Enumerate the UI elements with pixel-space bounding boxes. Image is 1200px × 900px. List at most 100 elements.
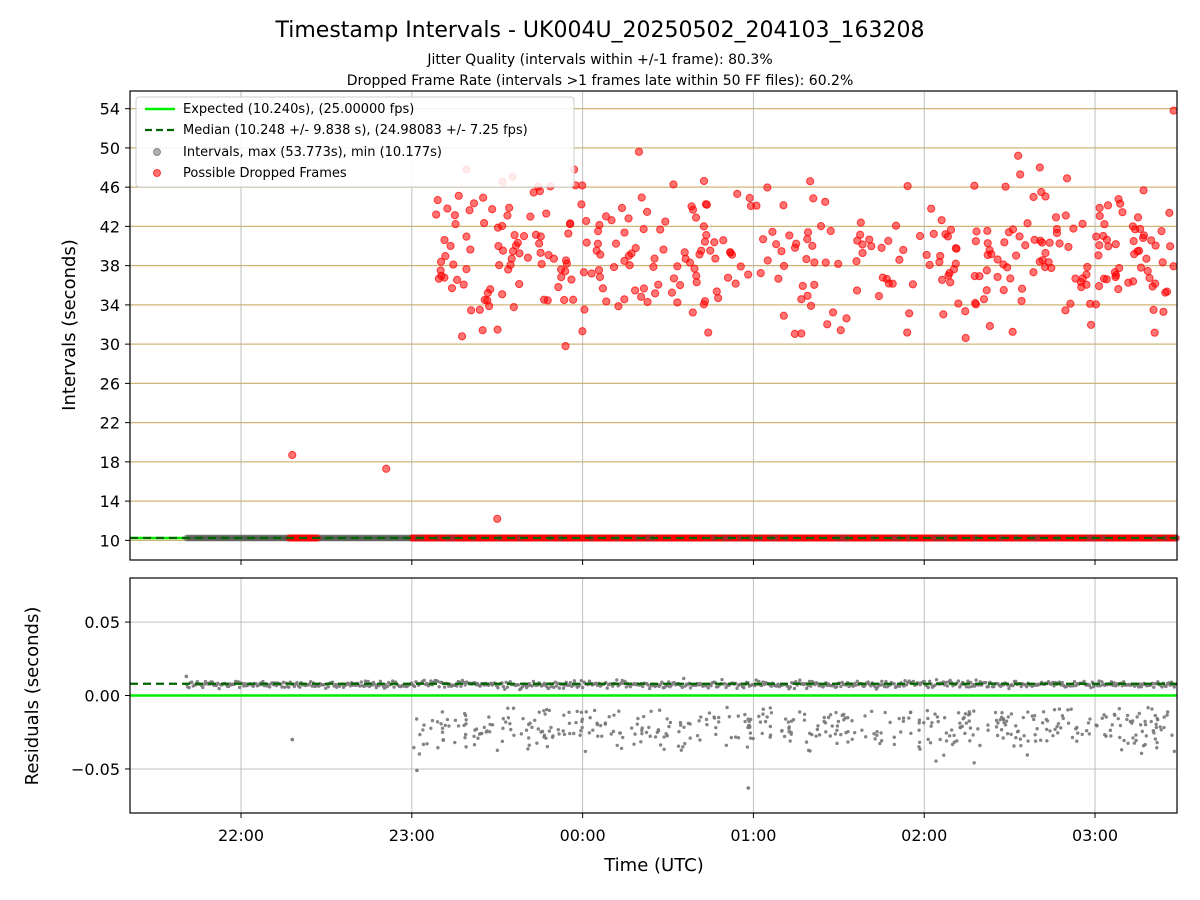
- x-tick-label: 01:00: [730, 826, 776, 845]
- residual-point: [1048, 729, 1052, 733]
- interval-point: [905, 535, 912, 542]
- interval-point: [1083, 534, 1091, 542]
- residual-point: [872, 732, 876, 736]
- interval-point: [1161, 534, 1169, 542]
- residual-point: [1071, 684, 1075, 688]
- dropped-frame-point: [1087, 534, 1095, 542]
- interval-point: [437, 534, 444, 542]
- dropped-frame-point: [1148, 282, 1157, 291]
- residual-point: [958, 725, 962, 730]
- dropped-frame-point: [1162, 287, 1172, 296]
- dropped-frame-point: [466, 306, 476, 315]
- residual-point: [592, 708, 597, 713]
- interval-point: [1086, 534, 1094, 542]
- dropped-frame-point: [637, 193, 646, 202]
- interval-point: [384, 534, 392, 542]
- dropped-frame-point: [1064, 242, 1073, 252]
- interval-point: [720, 534, 728, 542]
- residual-point: [686, 721, 691, 725]
- dropped-frame-point: [1017, 284, 1027, 293]
- dropped-frame-point: [836, 326, 845, 335]
- dropped-frame-point: [382, 464, 391, 473]
- interval-point: [761, 534, 769, 542]
- dropped-frame-point: [667, 288, 677, 297]
- residual-point: [1032, 717, 1036, 722]
- dropped-frame-point: [704, 328, 713, 337]
- residual-point: [680, 685, 685, 690]
- residual-point: [763, 719, 768, 724]
- dropped-frame-point: [651, 289, 660, 298]
- residual-point: [1082, 679, 1086, 684]
- dropped-frame-point: [446, 241, 455, 251]
- dropped-frame-point: [853, 236, 862, 245]
- residual-point: [561, 686, 566, 690]
- residual-point: [822, 719, 826, 724]
- dropped-frame-point: [650, 254, 659, 263]
- dropped-frame-point: [852, 534, 861, 542]
- residual-point: [1160, 685, 1164, 689]
- dropped-frame-point: [639, 224, 648, 234]
- interval-point: [1046, 534, 1054, 542]
- dropped-frame-point: [669, 180, 678, 189]
- residual-point: [1056, 731, 1060, 735]
- dropped-frame-point: [895, 255, 904, 264]
- interval-point: [800, 534, 808, 542]
- residual-point: [917, 721, 921, 725]
- dropped-frame-point: [827, 534, 835, 542]
- interval-point: [944, 534, 952, 542]
- interval-point: [1111, 534, 1119, 542]
- dropped-frame-point: [1166, 242, 1175, 251]
- dropped-frame-point: [772, 240, 781, 249]
- residual-point: [705, 722, 709, 727]
- dropped-frame-point: [502, 534, 510, 542]
- residual-point: [786, 720, 791, 724]
- dropped-frame-point: [552, 534, 560, 542]
- residual-point: [640, 728, 644, 733]
- dropped-frame-point: [580, 305, 589, 314]
- dropped-frame-point: [955, 534, 963, 542]
- interval-point: [619, 534, 627, 542]
- interval-point: [359, 534, 367, 542]
- interval-point: [931, 535, 938, 542]
- interval-point: [996, 534, 1004, 542]
- dropped-frame-point: [1048, 534, 1056, 542]
- interval-point: [772, 534, 780, 542]
- residual-point: [1001, 736, 1005, 740]
- dropped-frame-point: [437, 534, 446, 542]
- interval-point: [1007, 534, 1015, 542]
- interval-point: [1100, 534, 1107, 542]
- dropped-frame-point: [432, 210, 441, 219]
- residual-point: [1075, 739, 1079, 743]
- dropped-frame-point: [1112, 534, 1120, 542]
- interval-point: [396, 534, 403, 542]
- residual-point: [742, 686, 746, 690]
- dropped-frame-point: [1102, 275, 1111, 284]
- interval-point: [551, 534, 559, 542]
- dropped-frame-point: [1084, 534, 1092, 542]
- dropped-frame-point: [1047, 263, 1056, 273]
- dropped-frame-point: [550, 534, 558, 542]
- interval-point: [943, 534, 951, 542]
- residual-point: [933, 683, 937, 687]
- residual-point: [1070, 735, 1075, 740]
- interval-point: [966, 534, 974, 542]
- residual-point: [714, 725, 718, 730]
- dropped-frame-point: [1035, 257, 1044, 266]
- dropped-frame-point: [792, 239, 801, 248]
- dropped-frame-point: [1145, 273, 1154, 283]
- intervals-y-tick-label: 34: [100, 296, 120, 315]
- dropped-frame-point: [506, 260, 515, 270]
- dropped-frame-point: [1051, 213, 1061, 222]
- residual-point: [746, 723, 751, 728]
- dropped-frame-point: [734, 534, 742, 542]
- residual-point: [504, 680, 508, 684]
- dropped-frame-point: [876, 534, 884, 542]
- interval-point: [850, 534, 857, 542]
- interval-point: [1162, 534, 1170, 542]
- residual-point: [869, 709, 874, 714]
- residual-point: [798, 678, 802, 682]
- dropped-frame-point: [756, 269, 765, 278]
- interval-point: [385, 534, 393, 542]
- residual-point: [850, 737, 854, 741]
- dropped-frame-point: [904, 534, 912, 542]
